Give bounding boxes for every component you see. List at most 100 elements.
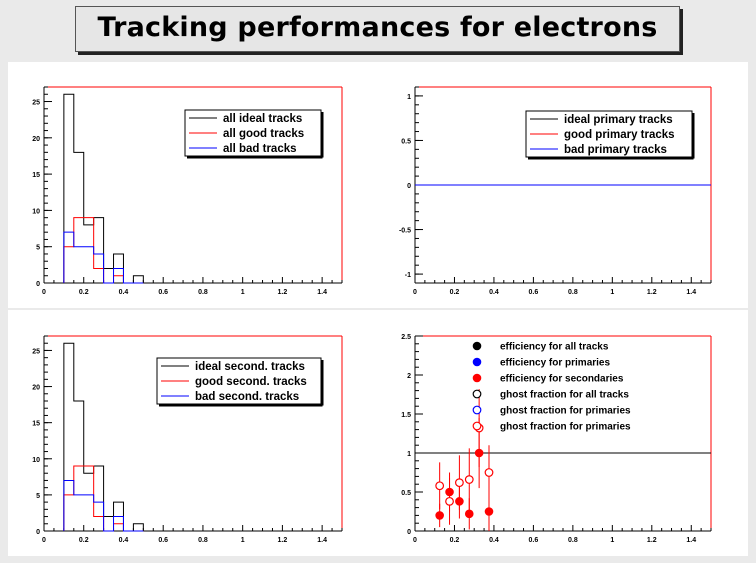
y-tick-label: 25 <box>32 348 40 355</box>
y-tick-label: 5 <box>36 493 40 500</box>
legend: efficiency for all tracks efficiency for … <box>472 341 631 433</box>
legend-label: ideal second. tracks <box>195 361 305 373</box>
x-tick-label: 1 <box>610 537 614 544</box>
x-tick-label: 0.8 <box>568 289 578 296</box>
x-tick-label: 0.6 <box>529 289 539 296</box>
y-tick-label: 2 <box>407 373 411 380</box>
x-tick-label: 0.4 <box>119 537 129 544</box>
x-tick-label: 0.6 <box>158 537 168 544</box>
y-tick-label: 25 <box>32 100 40 107</box>
y-tick-label: 0.5 <box>401 490 411 497</box>
x-tick-label: 0 <box>42 537 46 544</box>
y-tick-label: 20 <box>32 385 40 392</box>
y-tick-label: 1 <box>407 451 411 458</box>
x-tick-label: 1.4 <box>686 289 696 296</box>
legend-label: all good tracks <box>223 128 304 140</box>
open-marker <box>435 481 445 491</box>
legend: ideal primary tracks good primary tracks b… <box>525 110 695 160</box>
y-tick-label: 5 <box>36 245 40 252</box>
x-tick-label: 1.2 <box>647 289 657 296</box>
legend-label: good second. tracks <box>195 376 307 388</box>
legend-marker <box>472 341 482 351</box>
legend-label: bad second. tracks <box>195 391 299 403</box>
legend: ideal second. tracks good second. tracks b… <box>156 357 324 407</box>
chart-3: 0 0.2 0.4 0.6 0.8 1 1.2 1.4 0 5 10 15 20 25 ideal seco… <box>8 310 379 556</box>
open-marker <box>464 475 474 484</box>
x-tick-label: 0.4 <box>489 289 499 296</box>
y-tick-label: -1 <box>405 272 411 279</box>
x-tick-label: 1.4 <box>317 537 327 544</box>
pad-background <box>8 310 379 556</box>
legend-marker <box>472 373 482 383</box>
x-tick-label: 0.8 <box>198 289 208 296</box>
y-tick-label: 1 <box>407 94 411 101</box>
open-marker <box>445 496 454 506</box>
x-tick-label: 1.2 <box>647 537 657 544</box>
histogram-all-bad-tracks <box>63 231 144 284</box>
histogram-ideal-second-tracks <box>63 342 144 532</box>
y-tick-label: 0 <box>407 183 411 190</box>
y-tick-label: 15 <box>32 172 40 179</box>
x-tick-label: 0.2 <box>450 289 460 296</box>
x-tick-label: 0.2 <box>79 289 89 296</box>
legend-label: ghost fraction for primaries <box>500 406 631 417</box>
filled-marker <box>484 507 494 516</box>
y-tick-label: 0 <box>36 529 40 536</box>
x-tick-label: 0.2 <box>450 537 460 544</box>
legend-label: ghost fraction for primaries <box>500 422 631 433</box>
y-tick-label: 0 <box>36 281 40 288</box>
legend-label: efficiency for primaries <box>500 358 610 369</box>
x-tick-label: 1.2 <box>278 537 288 544</box>
x-tick-label: 1 <box>241 289 245 296</box>
legend-label: bad primary tracks <box>564 144 667 156</box>
y-tick-label: 1.5 <box>401 412 411 419</box>
legend-label: all bad tracks <box>223 143 297 155</box>
page-title: Tracking performances for electrons <box>97 12 658 43</box>
legend-label: all ideal tracks <box>223 113 302 125</box>
x-tick-label: 0 <box>413 289 417 296</box>
y-tick-label: 2.5 <box>401 334 411 341</box>
legend: all ideal tracks all good tracks all bad t… <box>184 109 324 159</box>
x-tick-label: 0.6 <box>529 537 539 544</box>
x-tick-label: 0.8 <box>198 537 208 544</box>
legend-marker <box>472 405 482 415</box>
y-tick-label: -0.5 <box>399 228 411 235</box>
filled-marker <box>435 511 444 520</box>
pad-background <box>8 62 379 308</box>
legend-label: efficiency for all tracks <box>500 342 609 353</box>
histogram-bad-second-tracks <box>63 479 144 532</box>
x-tick-label: 0.8 <box>568 537 578 544</box>
x-tick-label: 0.4 <box>489 537 499 544</box>
open-marker <box>484 468 494 477</box>
filled-marker <box>464 509 474 519</box>
chart-4: 0 0.2 0.4 0.6 0.8 1 1.2 1.4 0 0.5 1 1.5 2 2.5 efficien… <box>379 310 748 556</box>
x-tick-label: 1 <box>241 537 245 544</box>
y-tick-label: 10 <box>32 208 40 215</box>
legend-label: efficiency for secondaries <box>500 374 624 385</box>
x-tick-label: 1.4 <box>317 289 327 296</box>
legend-label: ideal primary tracks <box>564 114 673 126</box>
x-tick-label: 0.6 <box>158 289 168 296</box>
legend-marker <box>472 357 482 367</box>
x-tick-label: 0.2 <box>79 537 89 544</box>
legend-marker <box>472 421 482 431</box>
title-box: Tracking performances for electrons <box>75 6 680 52</box>
chart-2: 0 0.2 0.4 0.6 0.8 1 1.2 1.4 -1 -0.5 0 0.5 1 ideal pri… <box>379 62 748 308</box>
y-tick-label: 0 <box>407 529 411 536</box>
y-tick-label: 0.5 <box>401 138 411 145</box>
y-tick-label: 10 <box>32 457 40 464</box>
x-tick-label: 1.2 <box>278 289 288 296</box>
open-marker <box>455 478 464 488</box>
legend-label: ghost fraction for all tracks <box>500 390 629 401</box>
chart-1: 0 0.2 0.4 0.6 0.8 1 1.2 1.4 0 5 10 15 20 25 all ideal … <box>8 62 379 308</box>
legend-marker <box>472 389 482 399</box>
x-tick-label: 0 <box>413 537 417 544</box>
x-tick-label: 1 <box>610 289 614 296</box>
legend-label: good primary tracks <box>564 129 675 141</box>
x-tick-label: 1.4 <box>686 537 696 544</box>
y-tick-label: 15 <box>32 421 40 428</box>
x-tick-label: 0.4 <box>119 289 129 296</box>
y-tick-label: 20 <box>32 136 40 143</box>
histogram-all-ideal-tracks <box>63 93 144 284</box>
